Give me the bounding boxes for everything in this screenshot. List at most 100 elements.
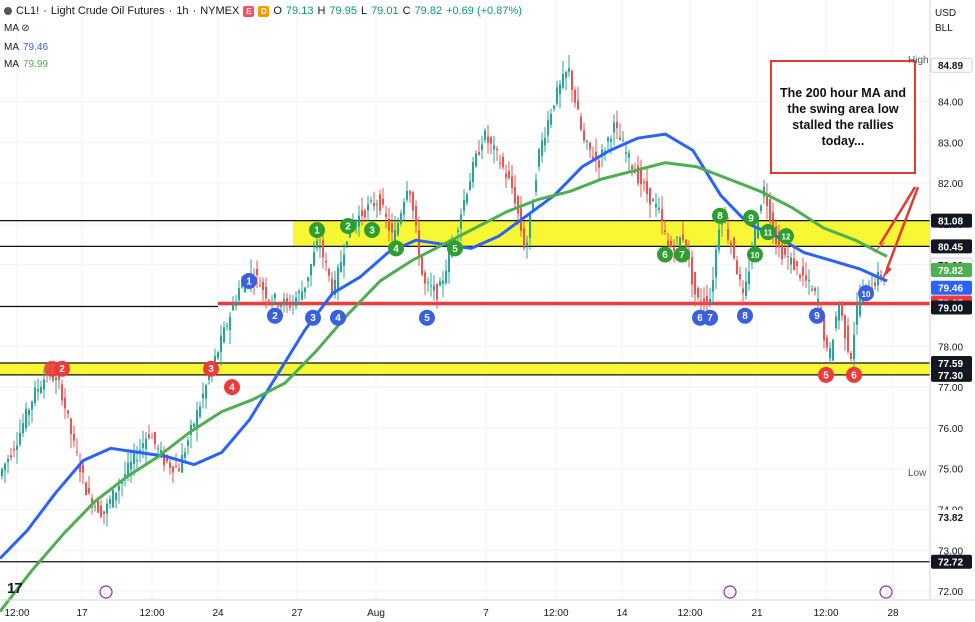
x-tick-label: 12:00 bbox=[4, 608, 29, 619]
candle-body bbox=[730, 242, 732, 247]
unit[interactable]: BLL bbox=[935, 23, 953, 34]
price-label-bg bbox=[931, 356, 972, 371]
swing-marker-label: 12 bbox=[782, 233, 791, 242]
candle-body bbox=[496, 148, 498, 151]
candle-body bbox=[436, 283, 438, 300]
ma-indicator-3[interactable]: MA 79.99 bbox=[4, 59, 48, 70]
swing-marker-label: 4 bbox=[229, 383, 235, 394]
eye-hidden-icon[interactable]: ⊘ bbox=[21, 23, 30, 34]
event-icon bbox=[879, 585, 893, 599]
candle-body bbox=[481, 144, 483, 150]
candle-body bbox=[826, 337, 828, 348]
price-label-bg bbox=[931, 509, 972, 524]
candle-body bbox=[220, 335, 222, 353]
y-tick-label: 78.00 bbox=[938, 342, 963, 353]
price-label-bg bbox=[931, 554, 972, 569]
candle-body bbox=[661, 209, 663, 222]
swing-marker-green bbox=[760, 224, 776, 241]
price-label: 81.08 bbox=[938, 217, 963, 228]
candle-body bbox=[853, 334, 855, 360]
currency-selector[interactable]: USD BLL bbox=[935, 6, 956, 36]
ma-value: 79.46 bbox=[23, 42, 49, 53]
candle-body bbox=[526, 242, 528, 245]
candle-body bbox=[427, 282, 429, 284]
candle-body bbox=[682, 234, 684, 241]
instrument-name: Light Crude Oil Futures bbox=[50, 5, 165, 17]
candle-body bbox=[472, 162, 474, 183]
currency[interactable]: USD bbox=[935, 8, 957, 19]
price-label-bg bbox=[931, 263, 972, 278]
candle-body bbox=[784, 247, 786, 255]
candle-body bbox=[367, 204, 369, 211]
candle-body bbox=[286, 298, 288, 303]
candle-body bbox=[511, 176, 513, 188]
ma-label: MA bbox=[4, 42, 19, 53]
candle-body bbox=[829, 348, 831, 359]
x-tick-label: 27 bbox=[291, 608, 303, 619]
swing-marker-label: 5 bbox=[823, 370, 829, 381]
candle-body bbox=[457, 230, 459, 233]
candle-body bbox=[745, 281, 747, 297]
symbol[interactable]: CL1! bbox=[16, 5, 40, 17]
arrow-head bbox=[874, 242, 886, 253]
swing-marker-label: 1 bbox=[246, 277, 252, 288]
ma-indicator-1[interactable]: MA ⊘ bbox=[4, 23, 30, 34]
candle-body bbox=[742, 288, 744, 293]
swing-marker-label: 3 bbox=[310, 313, 316, 324]
swing-marker-label: 2 bbox=[59, 364, 65, 375]
candle-body bbox=[655, 203, 657, 208]
candle-body bbox=[310, 263, 312, 276]
low-label: Low bbox=[908, 468, 927, 479]
candle-body bbox=[124, 474, 126, 477]
ma-indicator-2[interactable]: MA 79.46 bbox=[4, 42, 48, 53]
price-label: 79.46 bbox=[938, 284, 963, 295]
candle-body bbox=[568, 68, 570, 72]
candle-body bbox=[562, 73, 564, 88]
candle-body bbox=[73, 433, 75, 441]
candle-body bbox=[31, 401, 33, 410]
candle-body bbox=[502, 156, 504, 168]
x-tick-label: 12:00 bbox=[543, 608, 568, 619]
open-label: O bbox=[273, 5, 282, 17]
candle-body bbox=[685, 239, 687, 253]
candle-body bbox=[631, 165, 633, 170]
candle-body bbox=[706, 295, 708, 304]
swing-marker-label: 5 bbox=[452, 244, 458, 255]
candle-body bbox=[406, 190, 408, 200]
interval[interactable]: 1h bbox=[176, 5, 189, 17]
swing-marker-blue bbox=[305, 309, 321, 326]
candle-body bbox=[22, 423, 24, 434]
candle-body bbox=[172, 466, 174, 473]
candle-body bbox=[757, 221, 759, 239]
candle-body bbox=[475, 153, 477, 167]
swing-marker-label: 7 bbox=[679, 250, 685, 261]
candle-body bbox=[445, 270, 447, 284]
dividend-badge[interactable]: D bbox=[258, 5, 270, 17]
candle-body bbox=[442, 280, 444, 284]
candle-body bbox=[613, 122, 615, 133]
swing-marker-blue bbox=[858, 285, 874, 302]
x-tick-label: 14 bbox=[616, 608, 628, 619]
candle-body bbox=[1, 468, 3, 476]
candle-body bbox=[709, 299, 711, 304]
candle-body bbox=[127, 462, 129, 476]
symbol-icon bbox=[4, 7, 12, 15]
swing-marker-blue bbox=[267, 307, 283, 324]
candle-body bbox=[637, 165, 639, 184]
y-tick-label: 84.00 bbox=[938, 98, 963, 109]
swing-marker-label: 8 bbox=[717, 211, 723, 222]
candle-body bbox=[106, 503, 108, 514]
candle-body bbox=[700, 300, 702, 304]
candle-body bbox=[316, 240, 318, 249]
candle-body bbox=[382, 198, 384, 205]
candle-body bbox=[715, 249, 717, 278]
annotation-box[interactable]: The 200 hour MA and the swing area low s… bbox=[770, 60, 916, 174]
candle-body bbox=[205, 385, 207, 399]
swing-marker-red bbox=[203, 360, 219, 377]
candle-body bbox=[430, 285, 432, 287]
candle-body bbox=[847, 325, 849, 352]
candle-body bbox=[490, 137, 492, 144]
candle-body bbox=[325, 260, 327, 263]
earnings-badge[interactable]: E bbox=[243, 5, 255, 17]
